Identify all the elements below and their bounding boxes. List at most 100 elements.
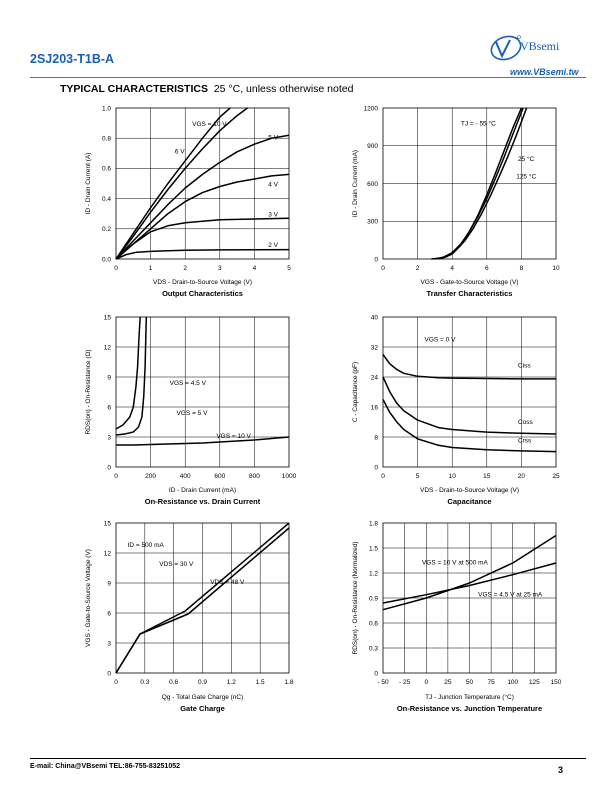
output-y-tick-label: 0.4 (102, 196, 111, 203)
rdson_id-y-tick-label: 9 (107, 374, 111, 381)
capacitance-y-tick-label: 0 (374, 464, 378, 471)
rdson_id-y-tick-label: 12 (104, 344, 112, 351)
website: www.VBsemi.tw (510, 67, 579, 77)
rdson_tj-x-tick-label: 25 (444, 679, 452, 686)
gate_charge-y-tick-label: 3 (107, 640, 111, 647)
gate_charge-x-tick-label: 1.2 (227, 679, 236, 686)
brand-name: VBsemi (520, 39, 560, 53)
gate_charge-y-tick-label: 0 (107, 670, 111, 677)
rdson_tj-annotation: VGS = 4.5 V at 25 mA (478, 591, 543, 598)
capacitance-series-line (382, 376, 557, 435)
gate_charge-annotation: VDS = 48 V (210, 579, 245, 586)
gate_charge-y-tick-label: 9 (107, 580, 111, 587)
output-x-tick-label: 4 (253, 265, 257, 272)
output-y-tick-label: 0.8 (102, 136, 111, 143)
capacitance-x-tick-label: 25 (552, 473, 560, 480)
transfer-x-tick-label: 4 (450, 265, 454, 272)
output-x-axis-label: VDS - Drain-to-Source Voltage (V) (153, 279, 252, 286)
output-y-tick-label: 0.6 (102, 166, 111, 173)
output-x-tick-label: 2 (183, 265, 187, 272)
output-annotation: VGS = 10 V (192, 121, 227, 128)
rdson_id-chart-title: On-Resistance vs. Drain Current (145, 497, 261, 506)
footer-divider (30, 758, 586, 759)
rdson_tj-x-tick-label: 75 (488, 679, 496, 686)
rdson_tj-x-tick-label: - 25 (399, 679, 411, 686)
transfer-x-axis-label: VGS - Gate-to-Source Voltage (V) (421, 279, 519, 286)
transfer-y-axis-label: ID - Drain Current (mA) (352, 150, 359, 217)
capacitance-annotation: Ciss (518, 363, 531, 370)
header-divider (30, 77, 586, 78)
capacitance-annotation: VGS = 0 V (425, 336, 457, 343)
rdson_tj-y-tick-label: 0.9 (369, 595, 378, 602)
rdson_tj-x-tick-label: 100 (507, 679, 518, 686)
rdson_id-x-tick-label: 0 (114, 473, 118, 480)
footer-contact: E-mail: China@VBsemi TEL:86-755-83251052 (30, 763, 181, 770)
capacitance-x-tick-label: 0 (381, 473, 385, 480)
rdson_id-y-tick-label: 0 (107, 464, 111, 471)
output-series-line (115, 107, 231, 260)
rdson_id-series-line (115, 316, 148, 436)
output-y-tick-label: 0.2 (102, 226, 111, 233)
transfer-series-line (438, 107, 528, 260)
transfer-chart-title: Transfer Characteristics (427, 289, 513, 298)
transfer-y-tick-label: 300 (367, 219, 378, 226)
gate_charge-chart-title: Gate Charge (180, 704, 225, 713)
output-series-line (115, 173, 290, 260)
capacitance-x-tick-label: 20 (518, 473, 526, 480)
rdson_tj-x-tick-label: 50 (466, 679, 474, 686)
gate_charge-series-line (115, 527, 290, 674)
gate_charge-x-tick-label: 0 (114, 679, 118, 686)
rdson_id-annotation: VGS = 5 V (177, 410, 209, 417)
output-y-axis-label: ID - Drain Current (A) (85, 153, 92, 215)
output-y-tick-label: 0.0 (102, 256, 111, 263)
transfer-annotation: TJ = - 55 °C (461, 120, 496, 128)
transfer-y-tick-label: 1200 (364, 105, 379, 112)
capacitance-y-tick-label: 8 (374, 434, 378, 441)
gate_charge-plot-frame (115, 522, 290, 674)
section-heading: TYPICAL CHARACTERISTICS (60, 83, 208, 95)
rdson_tj-x-tick-label: 125 (529, 679, 540, 686)
gate_charge-x-tick-label: 0.6 (169, 679, 178, 686)
rdson_id-series-line (115, 316, 141, 430)
transfer-x-tick-label: 8 (520, 265, 524, 272)
capacitance-y-tick-label: 24 (371, 374, 379, 381)
gate_charge-y-tick-label: 12 (104, 550, 112, 557)
output-x-tick-label: 5 (287, 265, 291, 272)
rdson_tj-series-line (382, 534, 557, 611)
rdson_tj-y-tick-label: 0 (374, 670, 378, 677)
rdson_tj-x-tick-label: - 50 (377, 679, 389, 686)
gate_charge-x-tick-label: 1.5 (256, 679, 265, 686)
rdson_id-x-tick-label: 800 (249, 473, 260, 480)
rdson_id-annotation: VGS = 4.5 V (170, 380, 207, 387)
rdson_tj-x-axis-label: TJ - Junction Temperature (°C) (425, 693, 514, 701)
transfer-annotation: 25 °C (518, 155, 535, 163)
rdson_id-y-tick-label: 15 (104, 314, 112, 321)
capacitance-series-line (382, 354, 556, 380)
part-number: 2SJ203-T1B-A (30, 52, 115, 66)
output-annotation: 4 V (268, 182, 278, 189)
output-annotation: 6 V (175, 148, 185, 155)
transfer-x-tick-label: 6 (485, 265, 489, 272)
gate_charge-x-tick-label: 0.3 (140, 679, 149, 686)
capacitance-chart-title: Capacitance (447, 497, 491, 506)
rdson_id-plot-frame (115, 316, 290, 468)
output-series-line (115, 134, 290, 260)
capacitance-y-axis-label: C - Capacitance (pF) (352, 362, 359, 422)
rdson_id-x-tick-label: 400 (180, 473, 191, 480)
output-annotation: 2 V (268, 242, 278, 249)
rdson_tj-y-tick-label: 1.2 (369, 570, 378, 577)
transfer-x-tick-label: 10 (552, 265, 560, 272)
transfer-y-tick-label: 600 (367, 181, 378, 188)
transfer-x-tick-label: 2 (416, 265, 420, 272)
rdson_id-y-tick-label: 3 (107, 434, 111, 441)
brand-logo (490, 35, 522, 61)
rdson_tj-x-tick-label: 0 (424, 679, 428, 686)
rdson_tj-y-tick-label: 0.6 (369, 620, 378, 627)
capacitance-annotation: Crss (518, 438, 532, 445)
section-note: 25 °C, unless otherwise noted (213, 83, 354, 95)
capacitance-y-tick-label: 32 (371, 344, 379, 351)
transfer-y-tick-label: 0 (374, 256, 378, 263)
rdson_id-annotation: VGS = 10 V (216, 433, 251, 440)
rdson_tj-x-tick-label: 150 (551, 679, 562, 686)
